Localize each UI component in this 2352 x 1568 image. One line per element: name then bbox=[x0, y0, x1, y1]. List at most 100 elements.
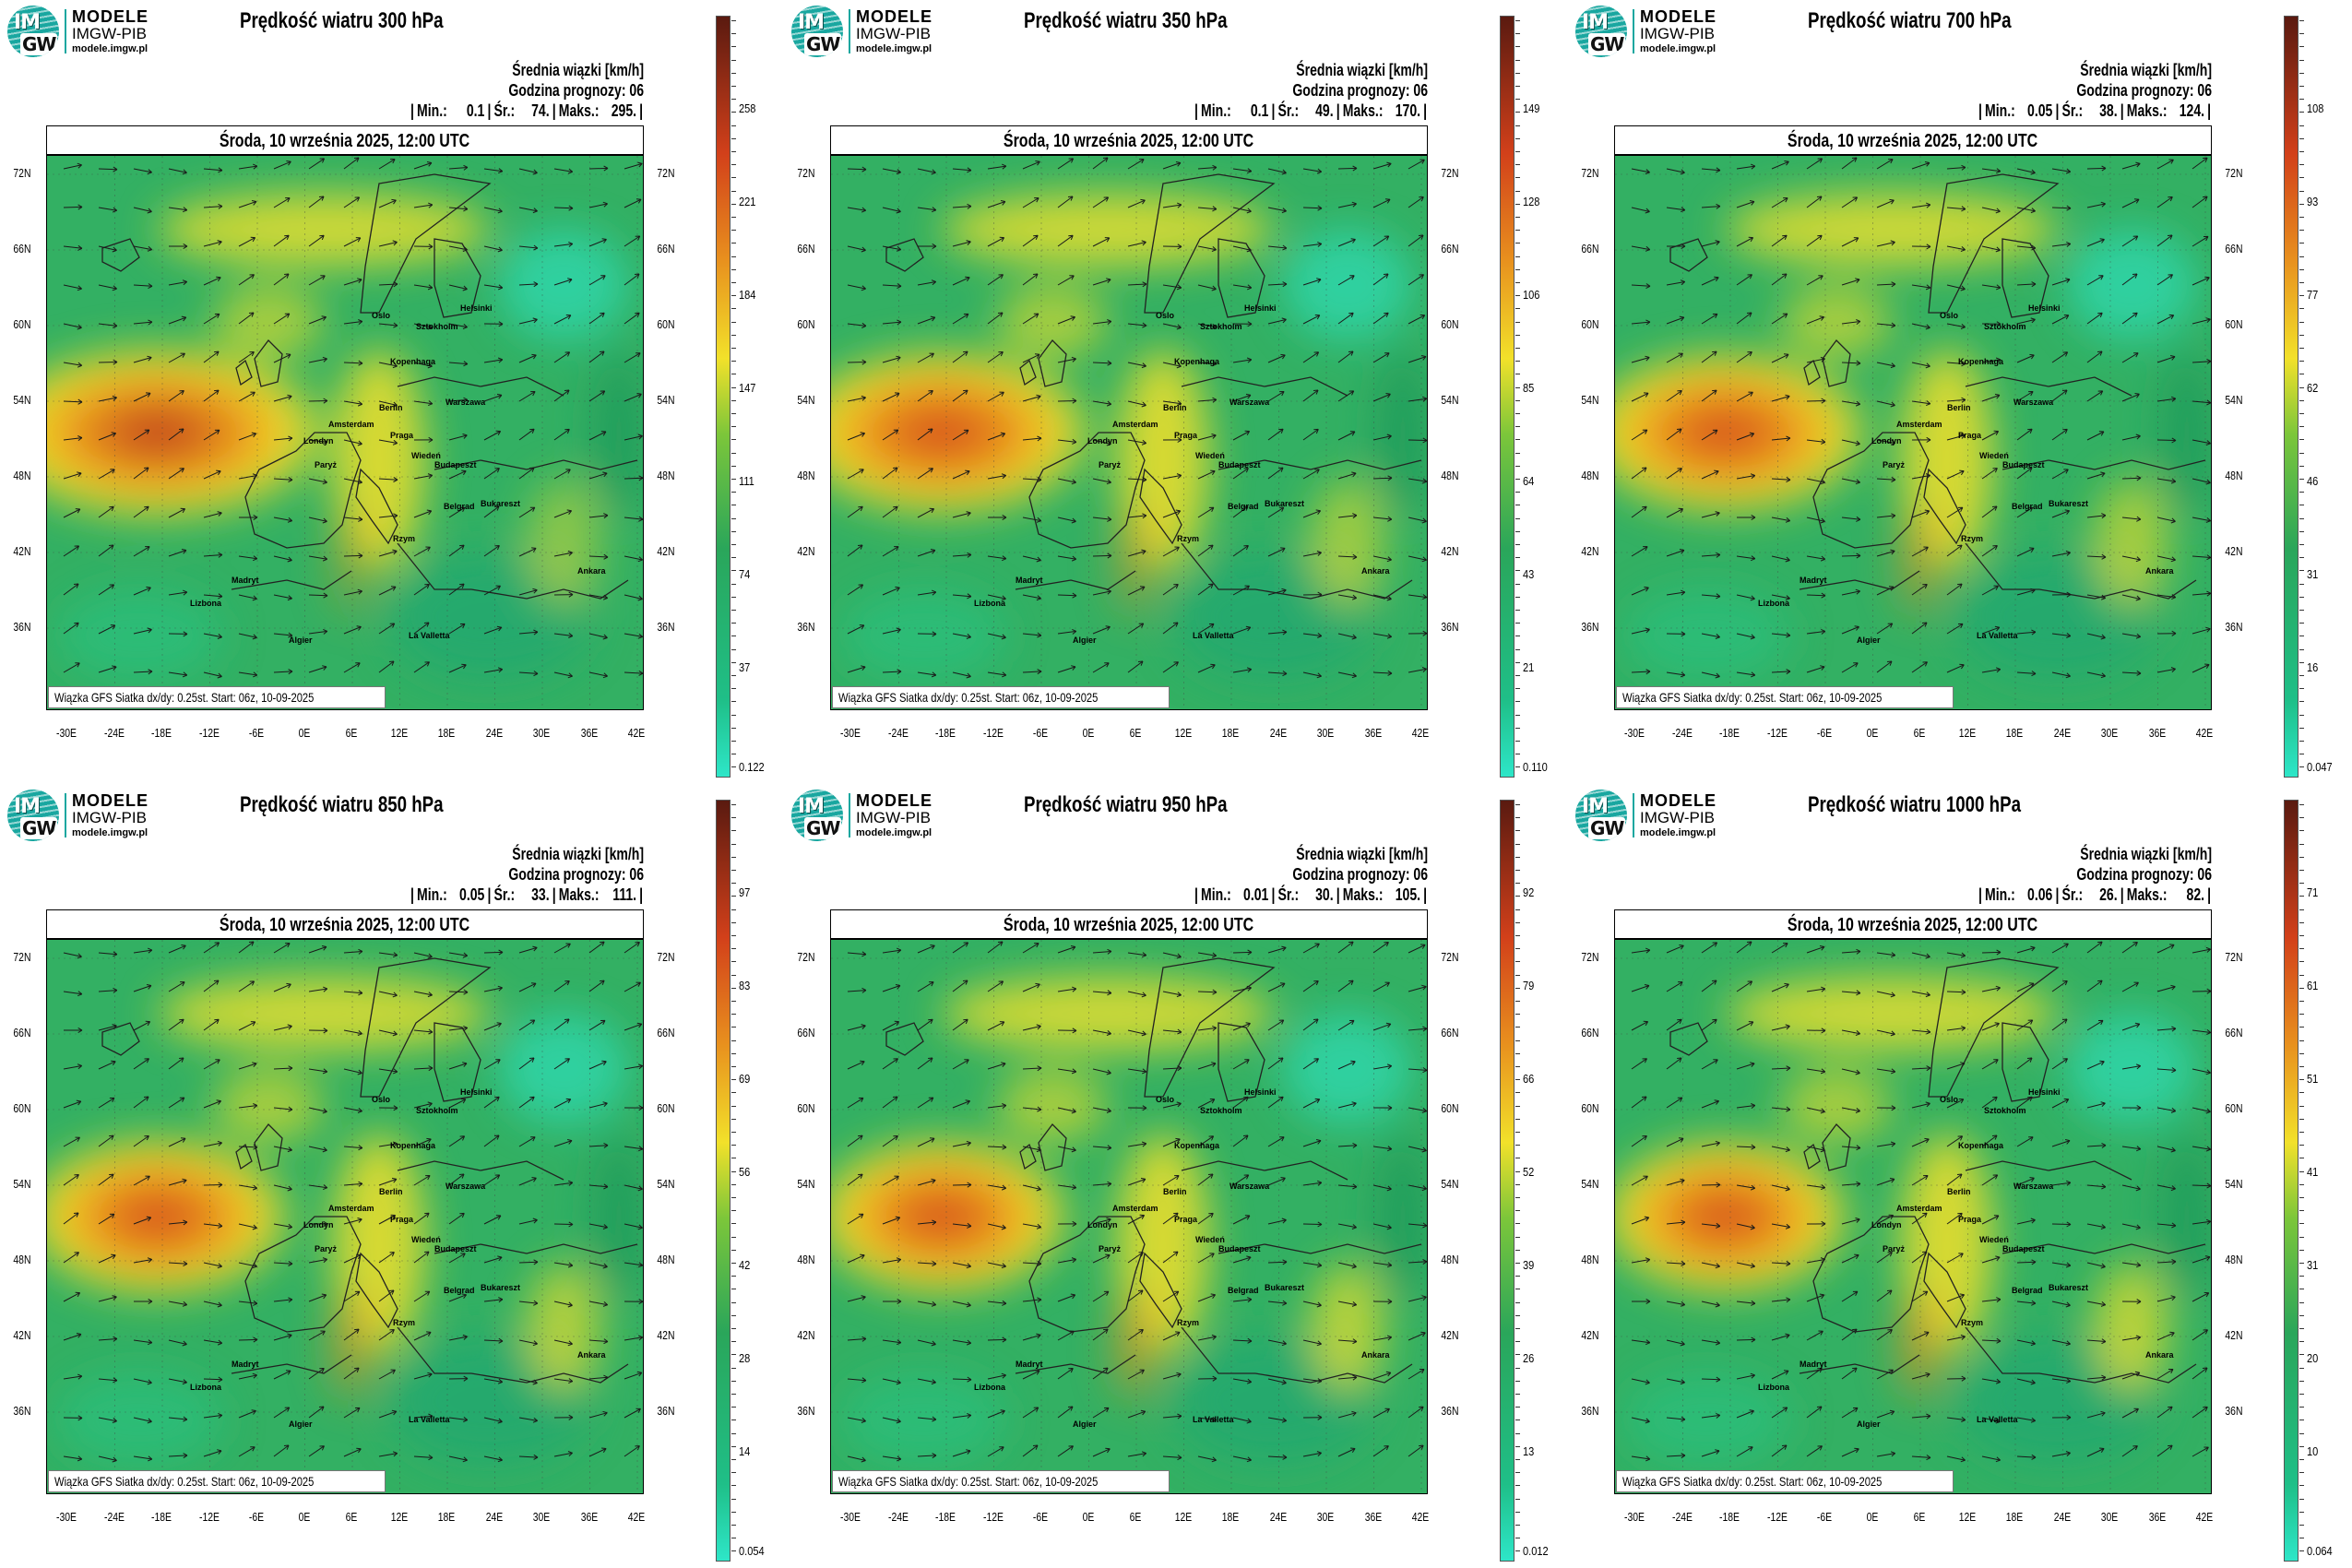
colorbar-minor-tick bbox=[731, 452, 736, 454]
colorbar-minor-tick bbox=[2299, 1394, 2304, 1395]
colorbar-minor-tick bbox=[1515, 1354, 1520, 1356]
colorbar-minor-tick bbox=[731, 1314, 736, 1316]
colorbar-minor-tick bbox=[2299, 479, 2304, 480]
lon-label: 24E bbox=[2053, 1510, 2071, 1524]
lon-label: 24E bbox=[485, 726, 503, 740]
imgw-logo: IM GW MODELE IMGW-PIB modele.imgw.pl bbox=[7, 790, 164, 843]
colorbar-minor-tick bbox=[1515, 583, 1520, 585]
city-label: Algier bbox=[1857, 1420, 1881, 1429]
city-label: Helsinki bbox=[460, 303, 493, 313]
colorbar-minor-tick bbox=[1515, 492, 1520, 493]
logo-brand: MODELE bbox=[1640, 7, 1717, 26]
wind-map: Oslo Helsinki Sztokholm Kopenhaga Warszawa Lo… bbox=[830, 155, 1428, 710]
lat-label: 36N bbox=[1441, 620, 1459, 634]
colorbar-minor-tick bbox=[1515, 413, 1520, 414]
stat-min: 0.06 bbox=[2026, 885, 2053, 904]
colorbar-minor-tick bbox=[731, 961, 736, 963]
lon-label: 12E bbox=[1958, 1510, 1976, 1524]
city-label: Kopenhaga bbox=[1174, 357, 1220, 366]
city-label: Berlin bbox=[379, 403, 403, 412]
colorbar-minor-tick bbox=[1515, 1066, 1520, 1067]
forecast-hour: Godzina prognozy: 06 bbox=[2076, 865, 2212, 884]
logo-url: modele.imgw.pl bbox=[856, 827, 932, 838]
logo-mark-bottom: GW bbox=[20, 33, 58, 55]
wind-map: Oslo Helsinki Sztokholm Kopenhaga Warszawa Lo… bbox=[1614, 155, 2212, 710]
ensemble-subtitle: Średnia wiązki [km/h] bbox=[2080, 61, 2212, 79]
colorbar-minor-tick bbox=[1515, 1039, 1520, 1041]
city-label: Bukareszt bbox=[2049, 499, 2089, 508]
logo-mark-top: IM bbox=[798, 11, 825, 34]
colorbar-minor-tick bbox=[1515, 321, 1520, 323]
city-label: La Valletta bbox=[409, 631, 450, 640]
lon-label: 30E bbox=[2100, 726, 2119, 740]
lat-label: 42N bbox=[1581, 544, 1599, 558]
colorbar-tick: 97 bbox=[739, 885, 751, 899]
lat-label: 36N bbox=[2225, 1404, 2243, 1418]
stat-avg-label: Śr.: bbox=[2061, 885, 2083, 904]
colorbar-minor-tick bbox=[731, 479, 736, 480]
lat-label: 66N bbox=[2225, 242, 2243, 255]
city-label: Madryt bbox=[1016, 1360, 1043, 1369]
colorbar-minor-tick bbox=[1515, 1223, 1520, 1225]
colorbar-minor-tick bbox=[2299, 334, 2304, 336]
colorbar-minor-tick bbox=[731, 190, 736, 192]
colorbar-minor-tick bbox=[2299, 230, 2304, 232]
colorbar-minor-tick bbox=[2299, 817, 2304, 819]
lat-label: 72N bbox=[2225, 166, 2243, 180]
colorbar-minor-tick bbox=[1515, 203, 1520, 205]
lon-label: 12E bbox=[390, 726, 408, 740]
lat-label: 66N bbox=[13, 1026, 31, 1039]
colorbar-minor-tick bbox=[1515, 190, 1520, 192]
lat-label: 48N bbox=[13, 469, 31, 482]
colorbar-minor-tick bbox=[2299, 530, 2304, 532]
colorbar-minor-tick bbox=[2299, 268, 2304, 270]
lat-label: 72N bbox=[13, 950, 31, 964]
lat-label: 66N bbox=[1441, 1026, 1459, 1039]
stat-avg-label: Śr.: bbox=[1277, 101, 1299, 120]
city-label: Belgrad bbox=[444, 502, 475, 511]
valid-date: Środa, 10 września 2025, 12:00 UTC bbox=[220, 915, 470, 935]
colorbar-minor-tick bbox=[731, 623, 736, 624]
forecast-hour: Godzina prognozy: 06 bbox=[1292, 865, 1428, 884]
stat-min: 0.1 bbox=[466, 101, 485, 120]
colorbar-minor-tick bbox=[1515, 386, 1520, 388]
lat-label: 60N bbox=[2225, 317, 2243, 331]
lat-label: 54N bbox=[1581, 1177, 1599, 1191]
forecast-hour: Godzina prognozy: 06 bbox=[508, 81, 644, 100]
lon-label: 36E bbox=[2148, 726, 2166, 740]
footer-text: Wiązka GFS Siatka dx/dy: 0.25st. Start: … bbox=[1622, 1474, 1883, 1489]
city-label: Budapeszt bbox=[1218, 460, 1261, 469]
footer-text: Wiązka GFS Siatka dx/dy: 0.25st. Start: … bbox=[1622, 690, 1883, 705]
lon-label: 42E bbox=[1411, 726, 1430, 740]
city-label: Helsinki bbox=[2028, 303, 2061, 313]
stat-min-label: Min.: bbox=[1984, 885, 2015, 904]
logo-org: IMGW-PIB bbox=[856, 25, 931, 42]
colorbar-minor-tick bbox=[1515, 1052, 1520, 1054]
colorbar-minor-tick bbox=[2299, 856, 2304, 858]
lon-label: 42E bbox=[627, 726, 646, 740]
model-footer: Wiązka GFS Siatka dx/dy: 0.25st. Start: … bbox=[832, 1470, 1170, 1492]
colorbar-minor-tick bbox=[1515, 896, 1520, 897]
lat-label: 54N bbox=[1441, 1177, 1459, 1191]
city-label: Praga bbox=[390, 1215, 414, 1224]
colorbar-minor-tick bbox=[731, 151, 736, 152]
lat-label: 66N bbox=[13, 242, 31, 255]
city-label: Wiedeń bbox=[1195, 451, 1225, 460]
lon-label: 0E bbox=[1082, 726, 1094, 740]
city-label: Warszawa bbox=[445, 1182, 486, 1191]
lon-label: 12E bbox=[390, 1510, 408, 1524]
logo-mark-top: IM bbox=[14, 11, 41, 34]
city-label: La Valletta bbox=[1977, 631, 2018, 640]
forecast-hour: Godzina prognozy: 06 bbox=[1292, 81, 1428, 100]
colorbar-minor-tick bbox=[731, 648, 736, 650]
colorbar-minor-tick bbox=[2299, 452, 2304, 454]
city-label: Belgrad bbox=[1228, 502, 1259, 511]
lon-label: 42E bbox=[1411, 1510, 1430, 1524]
colorbar-minor-tick bbox=[731, 33, 736, 35]
city-label: Berlin bbox=[379, 1187, 403, 1196]
lon-label: -24E bbox=[1671, 1510, 1693, 1524]
colorbar-minor-tick bbox=[2299, 1498, 2304, 1500]
lon-label: -12E bbox=[1766, 1510, 1788, 1524]
stat-max-label: Maks.: bbox=[2126, 101, 2168, 120]
stat-avg: 33. bbox=[530, 885, 550, 904]
